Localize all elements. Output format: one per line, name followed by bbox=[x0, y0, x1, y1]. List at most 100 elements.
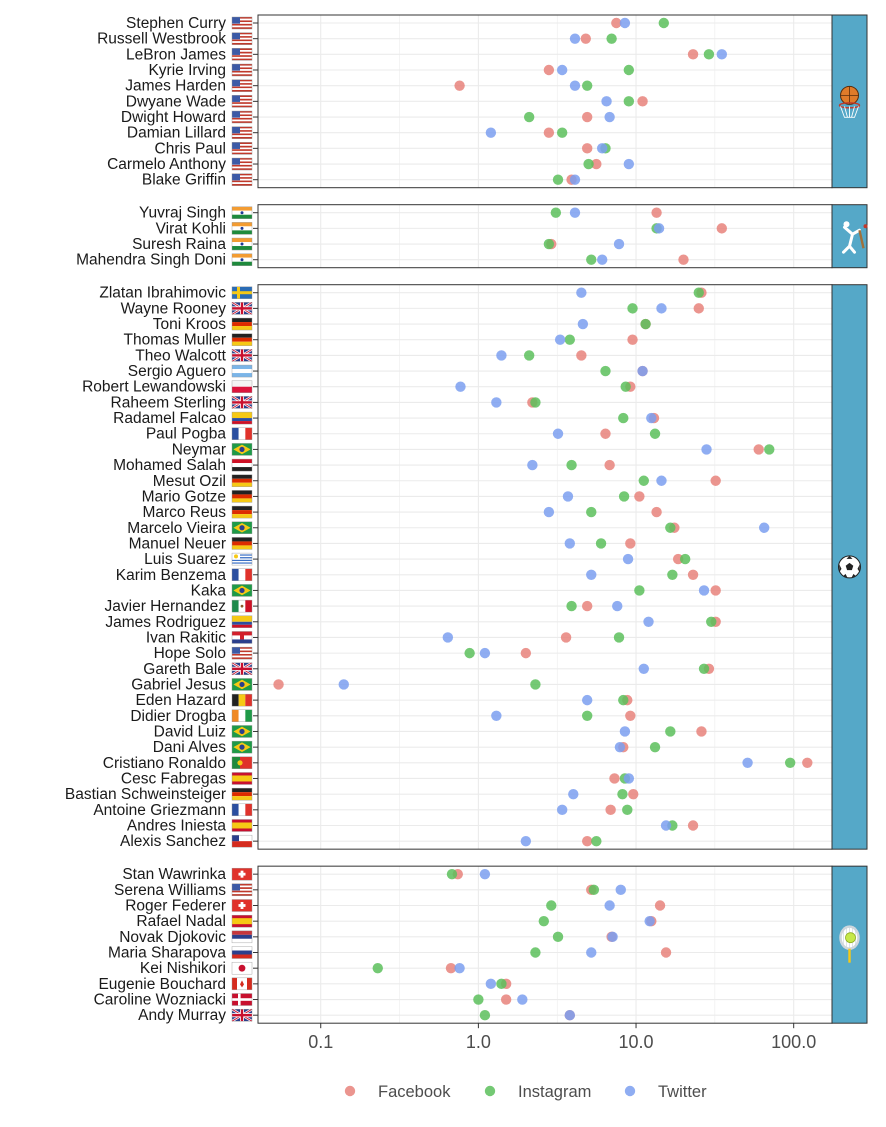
athlete-label: Rafael Nadal bbox=[136, 913, 226, 930]
point-facebook bbox=[454, 80, 465, 91]
point-twitter bbox=[656, 303, 667, 314]
uy-flag-icon bbox=[231, 552, 253, 566]
panel-background bbox=[258, 866, 832, 1024]
point-twitter bbox=[543, 506, 555, 518]
athlete-row: Blake Griffin bbox=[142, 172, 581, 189]
fr-flag-icon bbox=[231, 568, 253, 581]
point-instagram bbox=[620, 381, 631, 392]
point-instagram bbox=[638, 475, 649, 486]
point-twitter bbox=[660, 820, 672, 831]
panel-background bbox=[258, 284, 832, 850]
athlete-row: Dwyane Wade bbox=[126, 93, 648, 110]
point-instagram bbox=[566, 459, 577, 471]
athlete-label: Andy Murray bbox=[138, 1007, 226, 1024]
point-facebook bbox=[591, 158, 602, 170]
point-twitter bbox=[556, 804, 568, 816]
point-facebook bbox=[687, 820, 699, 831]
point-facebook bbox=[581, 600, 593, 612]
rs-flag-icon bbox=[231, 930, 253, 944]
jp-flag-icon bbox=[231, 961, 253, 975]
athlete-row: Chris Paul bbox=[155, 140, 611, 157]
athlete-label: David Luiz bbox=[154, 723, 226, 740]
athlete-label: Suresh Raina bbox=[132, 236, 226, 253]
point-facebook bbox=[753, 444, 764, 455]
athlete-row: Kaka bbox=[191, 582, 721, 599]
gb-flag-icon bbox=[231, 1008, 253, 1023]
athlete-row: Didier Drogba bbox=[130, 708, 636, 725]
gb-flag-icon bbox=[231, 661, 253, 676]
point-twitter bbox=[479, 647, 491, 659]
athlete-label: Caroline Wozniacki bbox=[94, 992, 226, 1009]
point-twitter bbox=[569, 174, 581, 185]
point-twitter bbox=[564, 538, 575, 549]
point-twitter bbox=[623, 773, 635, 784]
de-flag-icon bbox=[231, 474, 253, 487]
us-flag-icon bbox=[231, 32, 253, 45]
point-instagram bbox=[538, 915, 550, 927]
point-instagram bbox=[703, 49, 715, 60]
point-twitter bbox=[581, 694, 593, 706]
point-instagram bbox=[618, 694, 629, 706]
athlete-row: Dwight Howard bbox=[121, 109, 615, 126]
gb-flag-icon bbox=[231, 301, 253, 316]
point-instagram bbox=[618, 491, 630, 502]
athlete-label: Eden Hazard bbox=[136, 692, 226, 709]
athlete-label: Mario Gotze bbox=[142, 488, 226, 505]
point-facebook bbox=[696, 726, 707, 737]
athlete-label: Toni Kroos bbox=[153, 316, 226, 333]
athlete-label: Stan Wawrinka bbox=[122, 866, 226, 883]
point-twitter bbox=[716, 49, 728, 60]
point-instagram bbox=[634, 585, 645, 596]
athlete-row: Paul Pogba bbox=[146, 426, 661, 443]
point-instagram bbox=[496, 978, 507, 990]
point-twitter bbox=[758, 522, 770, 533]
point-facebook bbox=[560, 632, 572, 643]
athlete-label: Ivan Rakitic bbox=[146, 629, 226, 646]
point-twitter bbox=[615, 884, 626, 896]
athlete-label: Paul Pogba bbox=[146, 426, 227, 443]
point-twitter bbox=[564, 1009, 575, 1021]
athlete-row: Eugenie Bouchard bbox=[98, 976, 512, 993]
point-facebook bbox=[543, 127, 555, 138]
point-instagram bbox=[530, 947, 541, 958]
athlete-label: Dani Alves bbox=[153, 739, 226, 756]
athlete-row: Russell Westbrook bbox=[97, 31, 617, 48]
point-twitter bbox=[637, 365, 648, 377]
athlete-row: Andres Iniesta bbox=[127, 817, 699, 834]
athlete-row: Javier Hernandez bbox=[105, 598, 623, 615]
x-tick-label: 10.0 bbox=[619, 1032, 654, 1052]
point-twitter bbox=[568, 788, 579, 800]
point-twitter bbox=[577, 318, 589, 330]
point-twitter bbox=[698, 585, 710, 596]
point-facebook bbox=[604, 459, 615, 471]
be-flag-icon bbox=[231, 693, 253, 707]
point-facebook bbox=[651, 207, 662, 218]
point-twitter bbox=[491, 710, 502, 721]
point-twitter bbox=[638, 663, 649, 674]
point-twitter bbox=[338, 679, 349, 690]
de-flag-icon bbox=[231, 787, 253, 801]
athlete-label: Kei Nishikori bbox=[140, 960, 226, 977]
point-twitter bbox=[562, 491, 574, 502]
point-twitter bbox=[569, 80, 581, 91]
legend-key bbox=[624, 1085, 636, 1097]
point-facebook bbox=[716, 223, 728, 234]
athlete-row: Novak Djokovic bbox=[119, 929, 618, 946]
point-instagram bbox=[618, 412, 629, 424]
de-flag-icon bbox=[231, 317, 253, 331]
point-twitter bbox=[596, 143, 608, 154]
athlete-label: Eugenie Bouchard bbox=[98, 976, 226, 993]
point-twitter bbox=[619, 726, 631, 737]
point-twitter bbox=[596, 254, 608, 265]
athlete-row: Luis Suarez bbox=[144, 551, 691, 568]
athlete-label: Marco Reus bbox=[142, 504, 226, 521]
athlete-row: Gabriel Jesus bbox=[131, 676, 541, 693]
point-twitter bbox=[491, 397, 502, 408]
point-instagram bbox=[658, 17, 669, 29]
athlete-label: Antoine Griezmann bbox=[93, 802, 226, 819]
point-twitter bbox=[604, 900, 615, 911]
athlete-row: Eden Hazard bbox=[136, 692, 633, 709]
point-facebook bbox=[678, 254, 689, 265]
